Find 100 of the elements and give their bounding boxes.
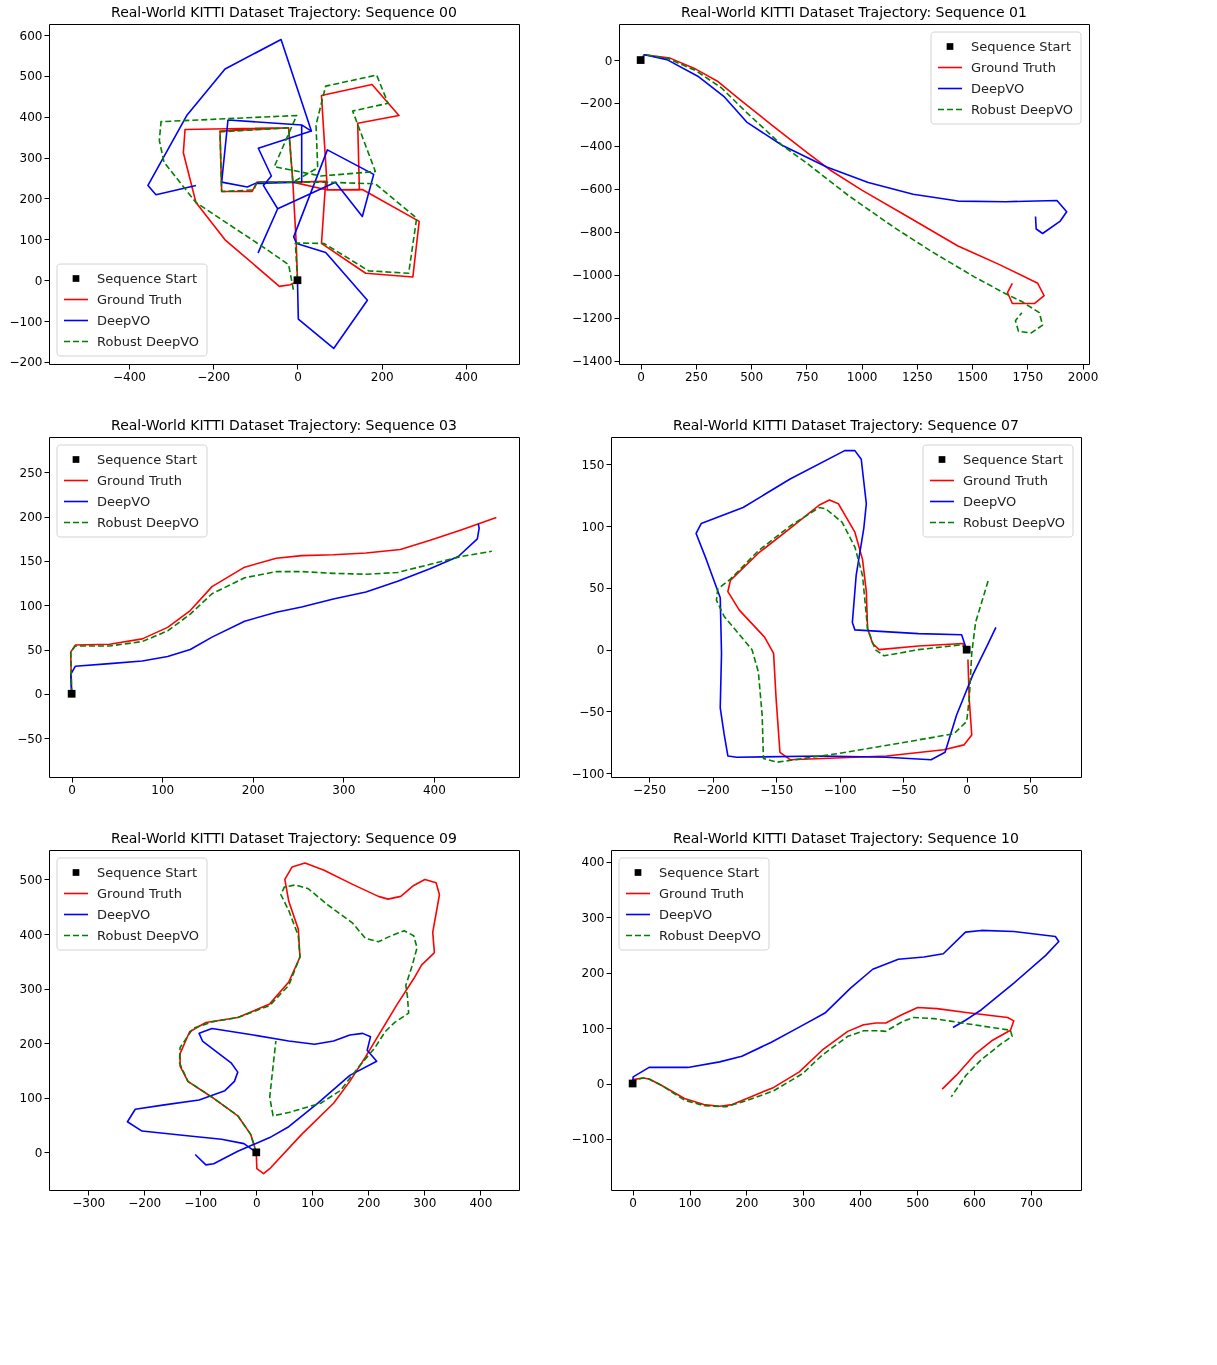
x-tick-label: −100 <box>823 782 857 797</box>
x-tick-label: 1750 <box>1012 369 1044 384</box>
legend-label: Ground Truth <box>97 472 182 488</box>
legend-label: DeepVO <box>97 493 151 509</box>
x-tick-label: 400 <box>422 782 446 797</box>
y-tick-label: −200 <box>9 355 43 370</box>
chart-title: Real-World KITTI Dataset Trajectory: Sequence 03 <box>111 417 457 433</box>
y-tick-label: −100 <box>571 1132 605 1147</box>
x-tick-label: 600 <box>963 1195 986 1210</box>
y-tick-label: −50 <box>17 731 43 746</box>
x-tick-label: 0 <box>637 369 645 384</box>
legend-label: Sequence Start <box>97 451 198 467</box>
y-tick-label: 100 <box>19 598 43 613</box>
y-tick-label: 100 <box>581 1021 605 1036</box>
x-tick-label: 0 <box>252 1195 261 1210</box>
chart-title: Real-World KITTI Dataset Trajectory: Sequence 00 <box>111 4 457 20</box>
y-tick-label: −100 <box>9 314 43 329</box>
y-tick-label: 0 <box>34 1145 43 1160</box>
legend-label: Ground Truth <box>963 472 1048 488</box>
legend-label: Robust DeepVO <box>659 927 762 943</box>
x-tick-label: 0 <box>294 369 302 384</box>
x-tick-label: −200 <box>197 369 231 384</box>
x-tick-label: 700 <box>1019 1195 1043 1210</box>
x-tick-label: −200 <box>128 1195 162 1210</box>
x-tick-label: 300 <box>332 782 356 797</box>
legend-label: Sequence Start <box>971 38 1072 54</box>
x-tick-label: 400 <box>454 369 478 384</box>
x-tick-label: 400 <box>469 1195 493 1210</box>
legend-label: Sequence Start <box>97 864 198 880</box>
x-tick-label: 200 <box>370 369 394 384</box>
legend-label: Ground Truth <box>659 885 744 901</box>
y-tick-label: 300 <box>19 151 43 166</box>
y-tick-label: 400 <box>19 110 43 125</box>
y-tick-label: 0 <box>34 687 43 702</box>
y-tick-label: 600 <box>19 28 43 43</box>
y-tick-label: −400 <box>579 139 613 154</box>
y-tick-label: 0 <box>596 643 605 658</box>
chart-title: Real-World KITTI Dataset Trajectory: Sequence 01 <box>681 4 1027 20</box>
y-tick-label: 500 <box>19 872 43 887</box>
y-tick-label: −600 <box>579 182 613 197</box>
chart-title: Real-World KITTI Dataset Trajectory: Sequence 07 <box>673 417 1019 433</box>
x-tick-label: −250 <box>633 782 667 797</box>
x-tick-label: 300 <box>413 1195 437 1210</box>
legend-label: Ground Truth <box>97 885 182 901</box>
y-tick-label: 150 <box>581 457 605 472</box>
y-tick-label: −200 <box>579 96 613 111</box>
x-tick-label: 200 <box>357 1195 381 1210</box>
x-tick-label: 0 <box>963 782 971 797</box>
x-tick-label: −300 <box>72 1195 106 1210</box>
x-tick-label: 100 <box>301 1195 325 1210</box>
y-tick-label: 200 <box>19 510 43 525</box>
x-tick-label: 750 <box>795 369 819 384</box>
legend-label: Sequence Start <box>97 270 198 286</box>
legend-label: Ground Truth <box>97 291 182 307</box>
x-tick-label: 1500 <box>957 369 988 384</box>
y-tick-label: 200 <box>19 1036 43 1051</box>
x-tick-label: −400 <box>113 369 146 384</box>
y-tick-label: 500 <box>19 69 43 84</box>
y-tick-label: 0 <box>596 1077 605 1092</box>
x-tick-label: 200 <box>735 1195 759 1210</box>
y-tick-label: 150 <box>19 554 43 569</box>
legend-label: Robust DeepVO <box>97 927 200 943</box>
legend-label: DeepVO <box>963 493 1017 509</box>
chart-title: Real-World KITTI Dataset Trajectory: Sequence 10 <box>673 830 1019 846</box>
x-tick-label: 1250 <box>902 369 933 384</box>
legend-label: Sequence Start <box>963 451 1064 467</box>
x-tick-label: 500 <box>906 1195 930 1210</box>
x-tick-label: −200 <box>696 782 730 797</box>
x-tick-label: 2000 <box>1067 369 1099 384</box>
legend-label: DeepVO <box>659 906 713 922</box>
x-tick-label: 50 <box>1023 782 1039 797</box>
line-series <box>126 1027 378 1166</box>
y-tick-label: 50 <box>27 643 43 657</box>
x-tick-label: 100 <box>678 1195 702 1210</box>
y-tick-label: −100 <box>571 766 605 781</box>
y-tick-label: 300 <box>581 910 605 925</box>
y-tick-label: 100 <box>19 1091 43 1106</box>
x-tick-label: 100 <box>151 782 175 797</box>
legend-label: DeepVO <box>971 80 1025 96</box>
legend-label: Robust DeepVO <box>971 101 1074 117</box>
y-tick-label: −50 <box>579 704 605 719</box>
legend-label: Robust DeepVO <box>963 514 1066 530</box>
y-tick-label: 0 <box>34 273 43 288</box>
y-tick-label: 100 <box>581 519 605 534</box>
y-tick-label: 250 <box>19 465 43 480</box>
x-tick-label: 1000 <box>846 369 878 384</box>
x-tick-label: −100 <box>184 1195 218 1210</box>
y-tick-label: 200 <box>19 192 43 206</box>
x-tick-label: 250 <box>684 369 708 384</box>
legend-label: Ground Truth <box>971 59 1056 75</box>
x-tick-label: 0 <box>68 782 76 797</box>
legend-label: DeepVO <box>97 312 151 328</box>
x-tick-label: 200 <box>241 782 265 797</box>
y-tick-label: 50 <box>589 581 605 596</box>
y-tick-label: 200 <box>581 966 605 981</box>
chart-title: Real-World KITTI Dataset Trajectory: Sequence 09 <box>111 830 457 846</box>
x-tick-label: 400 <box>849 1195 873 1210</box>
y-tick-label: −1400 <box>571 354 613 369</box>
y-tick-label: 400 <box>19 927 43 942</box>
x-tick-label: 500 <box>740 369 764 384</box>
